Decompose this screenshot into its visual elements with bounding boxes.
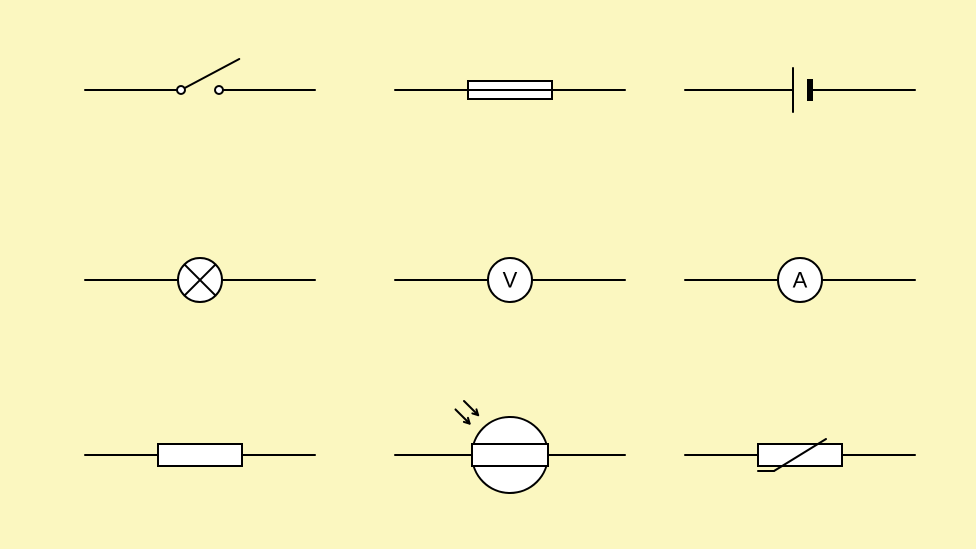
ammeter-label: A: [793, 268, 808, 293]
voltmeter-label: V: [503, 268, 518, 293]
circuit-symbols-diagram: VA: [0, 0, 976, 549]
